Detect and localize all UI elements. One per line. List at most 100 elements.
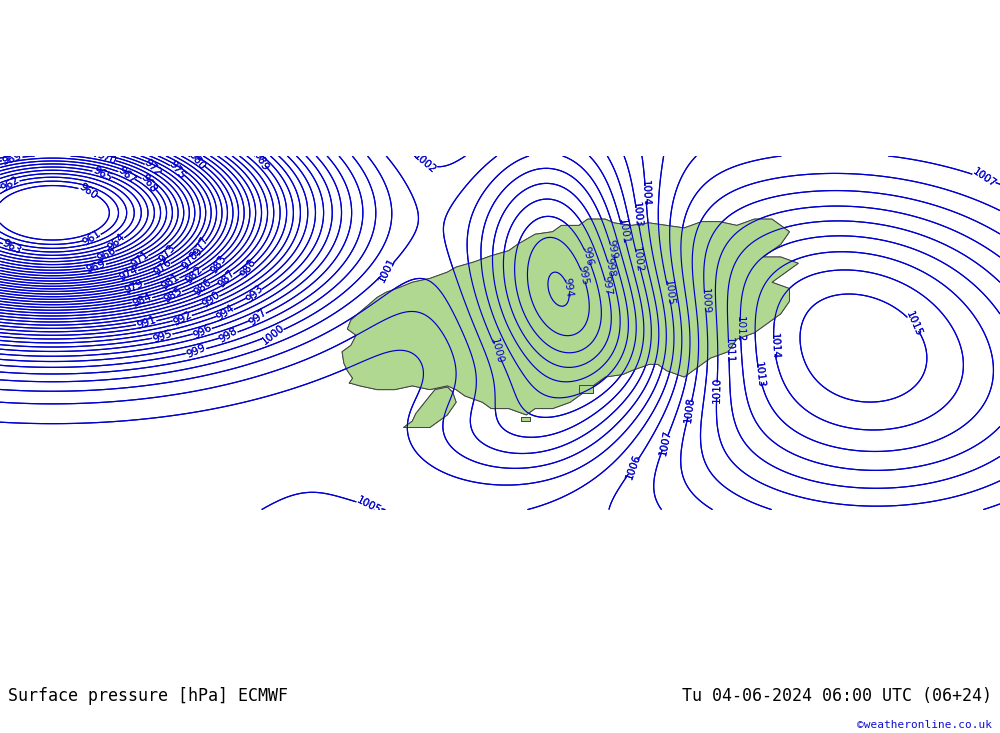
Text: 1002: 1002 xyxy=(631,246,645,273)
Text: 994: 994 xyxy=(562,277,574,298)
Text: 973: 973 xyxy=(157,243,177,264)
Text: 976: 976 xyxy=(152,257,174,278)
Text: 1006: 1006 xyxy=(624,453,642,481)
Text: 993: 993 xyxy=(244,283,265,304)
Text: 1000: 1000 xyxy=(489,336,505,364)
Text: 1000: 1000 xyxy=(489,336,505,364)
Text: 1011: 1011 xyxy=(724,337,734,364)
Text: 1001: 1001 xyxy=(616,218,630,246)
Text: 966: 966 xyxy=(95,245,117,264)
Text: 963: 963 xyxy=(1,237,23,256)
Text: 1008: 1008 xyxy=(683,396,696,423)
Text: 978: 978 xyxy=(180,249,200,271)
Text: 1007: 1007 xyxy=(658,429,673,457)
Text: 972: 972 xyxy=(142,158,163,179)
Text: 1003: 1003 xyxy=(631,202,643,229)
Text: 1014: 1014 xyxy=(769,333,780,360)
Text: 974: 974 xyxy=(118,265,140,283)
Polygon shape xyxy=(579,385,593,394)
Text: 968: 968 xyxy=(138,172,158,194)
Text: 965: 965 xyxy=(91,164,113,183)
Text: 1010: 1010 xyxy=(712,377,722,403)
Text: 987: 987 xyxy=(216,268,237,289)
Text: 996: 996 xyxy=(580,246,594,267)
Text: 1001: 1001 xyxy=(377,256,398,284)
Text: 1013: 1013 xyxy=(753,361,766,388)
Text: 992: 992 xyxy=(171,309,193,328)
Text: 970: 970 xyxy=(95,150,117,167)
Polygon shape xyxy=(342,219,798,415)
Text: 983: 983 xyxy=(209,253,228,275)
Text: 962: 962 xyxy=(0,174,21,194)
Text: 992: 992 xyxy=(171,309,193,328)
Text: 1002: 1002 xyxy=(412,151,438,175)
Text: 977: 977 xyxy=(192,235,210,257)
Text: 1009: 1009 xyxy=(699,287,711,314)
Text: 989: 989 xyxy=(251,150,270,172)
Text: 982: 982 xyxy=(184,264,205,285)
Text: 961: 961 xyxy=(81,228,103,248)
Text: 1001: 1001 xyxy=(616,218,630,246)
Text: 1005: 1005 xyxy=(355,495,383,516)
Text: 1000: 1000 xyxy=(259,323,286,346)
Text: 1008: 1008 xyxy=(683,396,696,423)
Text: 998: 998 xyxy=(603,257,616,278)
Text: 981: 981 xyxy=(160,272,182,292)
Text: 998: 998 xyxy=(603,257,616,278)
Text: 1002: 1002 xyxy=(631,246,645,273)
Text: 986: 986 xyxy=(192,276,213,297)
Text: 1001: 1001 xyxy=(377,256,398,284)
Text: 996: 996 xyxy=(191,323,214,341)
Text: 988: 988 xyxy=(239,257,258,279)
Text: 974: 974 xyxy=(118,265,140,283)
Text: 967: 967 xyxy=(116,165,138,185)
Text: 1005: 1005 xyxy=(662,279,675,306)
Text: Surface pressure [hPa] ECMWF: Surface pressure [hPa] ECMWF xyxy=(8,687,288,705)
Text: 1014: 1014 xyxy=(769,333,780,360)
Text: 995: 995 xyxy=(151,328,173,345)
Text: 975: 975 xyxy=(167,159,187,181)
Text: 1000: 1000 xyxy=(259,323,286,346)
Text: 969: 969 xyxy=(85,259,107,274)
Text: 964: 964 xyxy=(106,232,128,253)
Text: 997: 997 xyxy=(600,275,613,296)
Polygon shape xyxy=(579,385,593,394)
Text: 979: 979 xyxy=(123,279,145,296)
Text: 977: 977 xyxy=(192,235,210,257)
Text: 960: 960 xyxy=(77,182,99,202)
Text: 995: 995 xyxy=(151,328,173,345)
Text: 998: 998 xyxy=(217,325,240,345)
Text: 998: 998 xyxy=(217,325,240,345)
Text: 985: 985 xyxy=(162,285,184,304)
Text: 1013: 1013 xyxy=(753,361,766,388)
Text: 967: 967 xyxy=(116,165,138,185)
Text: Tu 04-06-2024 06:00 UTC (06+24): Tu 04-06-2024 06:00 UTC (06+24) xyxy=(682,687,992,705)
Text: 1007: 1007 xyxy=(658,429,673,457)
Text: 994: 994 xyxy=(214,303,236,323)
Text: 999: 999 xyxy=(605,238,618,259)
Text: 1010: 1010 xyxy=(712,377,722,403)
Text: 1003: 1003 xyxy=(631,202,643,229)
Text: 980: 980 xyxy=(187,150,207,172)
Text: 995: 995 xyxy=(576,265,590,286)
Polygon shape xyxy=(404,387,456,427)
Text: 1009: 1009 xyxy=(699,287,711,314)
Text: 995: 995 xyxy=(576,265,590,286)
Text: 964: 964 xyxy=(106,232,128,253)
Text: 965: 965 xyxy=(91,164,113,183)
Text: 971: 971 xyxy=(129,249,151,270)
Text: 991: 991 xyxy=(135,314,157,331)
Text: 972: 972 xyxy=(142,158,163,179)
Text: 962: 962 xyxy=(0,174,21,194)
Text: 981: 981 xyxy=(160,272,182,292)
Text: 1007: 1007 xyxy=(970,167,998,190)
Text: 975: 975 xyxy=(167,159,187,181)
Text: 994: 994 xyxy=(562,277,574,298)
Text: 969: 969 xyxy=(1,151,23,166)
Text: 968: 968 xyxy=(138,172,158,194)
Text: 979: 979 xyxy=(123,279,145,296)
Text: 999: 999 xyxy=(185,342,208,360)
Text: 1011: 1011 xyxy=(724,337,734,364)
Polygon shape xyxy=(342,219,798,415)
Text: 960: 960 xyxy=(77,182,99,202)
